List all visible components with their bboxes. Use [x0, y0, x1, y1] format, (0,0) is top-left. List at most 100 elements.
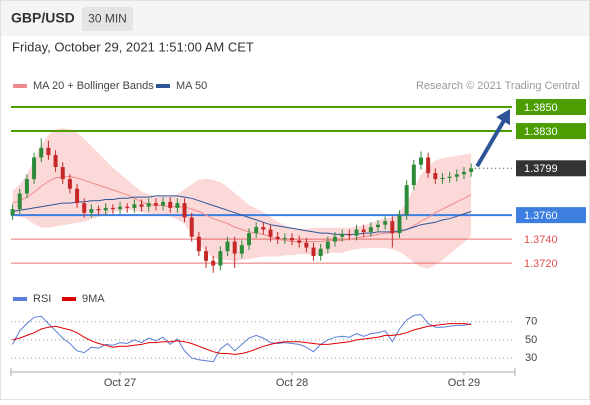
- candle-body: [333, 236, 338, 242]
- forecast-arrowhead: [496, 109, 510, 126]
- legend-swatch: [156, 84, 170, 88]
- candle-body: [132, 204, 137, 208]
- bollinger-lower: [12, 208, 472, 269]
- candle-body: [103, 207, 108, 211]
- candle-body: [189, 217, 194, 237]
- level-label: 1.3720: [524, 258, 558, 270]
- candle-body: [175, 203, 180, 208]
- candle-body: [146, 203, 151, 207]
- candle-body: [440, 177, 445, 180]
- candle-body: [418, 157, 423, 165]
- interval-box[interactable]: [82, 7, 133, 31]
- candle-body: [232, 241, 237, 254]
- candle-body: [218, 251, 223, 266]
- candle-body: [347, 234, 352, 236]
- candle-body: [211, 260, 216, 266]
- candle-body: [118, 206, 123, 210]
- level-box: [516, 99, 586, 116]
- candle-body: [10, 209, 15, 216]
- candle-body: [261, 227, 266, 230]
- candle-body: [290, 237, 295, 241]
- candle-body: [390, 221, 395, 234]
- y-tick-label: 50: [525, 334, 537, 346]
- candle-body: [153, 203, 158, 206]
- candle-body: [454, 174, 459, 177]
- level-box: [516, 123, 586, 140]
- x-tick-label: Oct 29: [448, 377, 480, 389]
- candle-body: [225, 241, 230, 252]
- rsi-line: [12, 313, 472, 363]
- candle-body: [82, 203, 87, 213]
- candle-body: [461, 171, 466, 175]
- candle-body: [411, 164, 416, 186]
- level-label: 1.3799: [524, 163, 558, 175]
- candle-body: [268, 229, 273, 237]
- x-tick-label: Oct 27: [104, 377, 136, 389]
- candle-body: [469, 168, 474, 172]
- candle-body: [196, 236, 201, 252]
- candle-body: [318, 248, 323, 256]
- rsi-line: [12, 323, 472, 355]
- level-box: [516, 207, 586, 224]
- candle-body: [282, 237, 287, 240]
- candle-body: [275, 236, 280, 240]
- legend-label: RSI: [33, 293, 51, 305]
- candle-body: [53, 155, 58, 168]
- candle-body: [139, 204, 144, 207]
- x-tick-label: Oct 28: [276, 377, 308, 389]
- candle-body: [60, 167, 65, 180]
- credit: Research © 2021 Trading Central: [416, 80, 580, 92]
- level-box: [516, 160, 586, 177]
- candle-body: [182, 203, 187, 218]
- candle-body: [17, 193, 22, 210]
- y-tick-label: 30: [525, 352, 537, 364]
- candle-body: [426, 157, 431, 174]
- legend-label: MA 20 + Bollinger Bands: [33, 80, 154, 92]
- legend-swatch: [62, 297, 76, 301]
- level-label: 1.3760: [524, 210, 558, 222]
- candle-body: [325, 241, 330, 249]
- legend-label: 9MA: [82, 293, 105, 305]
- candle-body: [110, 207, 115, 210]
- y-tick-label: 70: [525, 316, 537, 328]
- candle-body: [375, 224, 380, 228]
- candle-body: [404, 185, 409, 216]
- candle-body: [433, 173, 438, 180]
- moving-average: [12, 176, 472, 243]
- legend-label: MA 50: [176, 80, 207, 92]
- candle-body: [125, 206, 130, 208]
- level-label: 1.3830: [524, 126, 558, 138]
- candle-body: [383, 221, 388, 225]
- candle-body: [311, 247, 316, 256]
- candle-body: [89, 209, 94, 213]
- candle-body: [340, 234, 345, 237]
- forecast-arrow: [475, 116, 508, 168]
- candle-body: [96, 209, 101, 211]
- candle-body: [447, 176, 452, 178]
- level-label: 1.3740: [524, 234, 558, 246]
- moving-average: [12, 195, 472, 235]
- candle-body: [39, 147, 44, 158]
- candle-body: [368, 227, 373, 232]
- candle-body: [354, 229, 359, 236]
- candle-body: [161, 201, 166, 206]
- legend-swatch: [13, 297, 27, 301]
- candle-body: [168, 201, 173, 208]
- candle-body: [75, 188, 80, 204]
- candle-body: [247, 233, 252, 246]
- candle-body: [361, 229, 366, 232]
- candle-body: [304, 242, 309, 248]
- candle-body: [32, 157, 37, 180]
- level-label: 1.3850: [524, 102, 558, 114]
- candle-body: [204, 251, 209, 261]
- candle-body: [239, 245, 244, 254]
- candle-body: [397, 215, 402, 234]
- candle-body: [24, 179, 29, 194]
- legend-swatch: [13, 84, 27, 88]
- timestamp: Friday, October 29, 2021 1:51:00 AM CET: [12, 39, 254, 54]
- symbol: GBP/USD: [11, 10, 75, 26]
- candle-body: [46, 147, 51, 156]
- candle-body: [67, 179, 72, 189]
- interval[interactable]: 30 MIN: [88, 12, 127, 26]
